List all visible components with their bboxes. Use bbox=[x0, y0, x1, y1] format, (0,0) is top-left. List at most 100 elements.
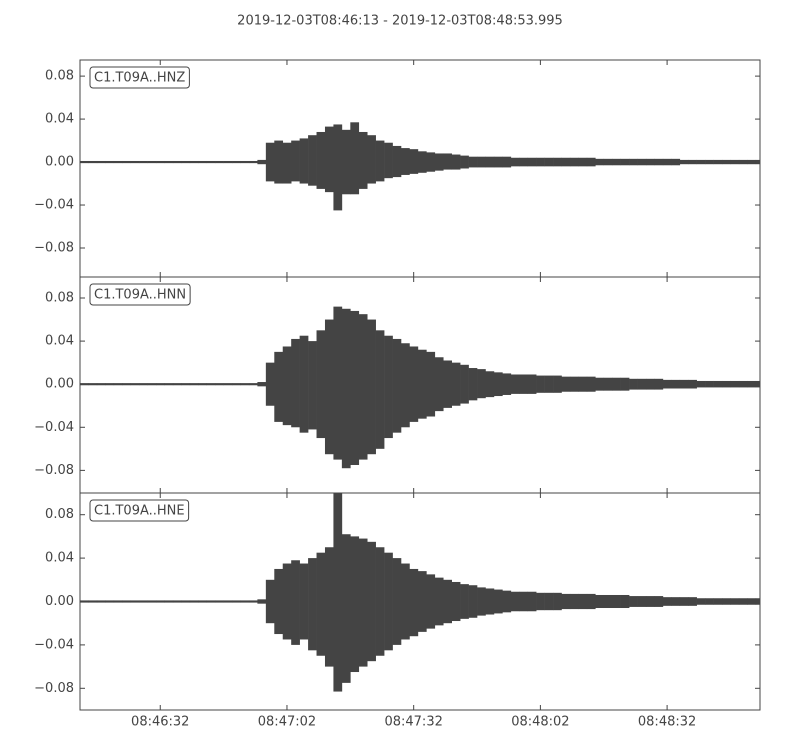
amplitude-envelope bbox=[637, 596, 647, 607]
amplitude-envelope bbox=[232, 383, 241, 386]
amplitude-envelope bbox=[96, 160, 106, 164]
amplitude-envelope bbox=[612, 594, 621, 609]
y-tick-label: 0.04 bbox=[45, 112, 74, 127]
amplitude-envelope bbox=[392, 338, 402, 433]
amplitude-envelope bbox=[544, 592, 554, 611]
amplitude-envelope bbox=[527, 157, 537, 167]
amplitude-envelope bbox=[485, 371, 495, 398]
amplitude-envelope bbox=[299, 563, 309, 640]
amplitude-envelope bbox=[536, 375, 545, 393]
amplitude-envelope bbox=[662, 158, 672, 166]
amplitude-envelope bbox=[451, 362, 461, 406]
amplitude-envelope bbox=[257, 599, 267, 604]
amplitude-envelope bbox=[654, 378, 664, 390]
amplitude-envelope bbox=[417, 151, 427, 173]
amplitude-envelope bbox=[274, 568, 284, 635]
amplitude-envelope bbox=[181, 383, 191, 386]
amplitude-envelope bbox=[392, 558, 402, 645]
amplitude-envelope bbox=[468, 368, 478, 401]
amplitude-envelope bbox=[603, 594, 613, 609]
amplitude-envelope bbox=[248, 383, 258, 386]
y-tick-label: 0.00 bbox=[45, 594, 74, 609]
amplitude-envelope bbox=[561, 593, 571, 610]
amplitude-envelope bbox=[358, 538, 368, 667]
amplitude-envelope bbox=[722, 159, 731, 165]
amplitude-envelope bbox=[88, 383, 98, 386]
amplitude-envelope bbox=[215, 160, 224, 164]
amplitude-envelope bbox=[189, 383, 199, 386]
amplitude-envelope bbox=[156, 600, 165, 603]
amplitude-envelope bbox=[384, 552, 393, 651]
amplitude-envelope bbox=[519, 157, 529, 167]
amplitude-envelope bbox=[468, 156, 478, 168]
y-tick-label: −0.04 bbox=[34, 420, 74, 435]
trace-label-box bbox=[89, 499, 190, 522]
panel-frame bbox=[79, 492, 761, 711]
amplitude-envelope bbox=[493, 372, 503, 397]
amplitude-envelope bbox=[147, 383, 157, 386]
amplitude-envelope bbox=[240, 600, 250, 603]
amplitude-envelope bbox=[645, 596, 655, 607]
amplitude-envelope bbox=[96, 383, 106, 386]
amplitude-envelope bbox=[569, 157, 579, 167]
amplitude-envelope bbox=[189, 600, 199, 603]
trace bbox=[80, 122, 760, 211]
amplitude-envelope bbox=[696, 159, 706, 165]
amplitude-envelope bbox=[130, 383, 140, 386]
amplitude-envelope bbox=[308, 558, 317, 651]
amplitude-envelope bbox=[164, 600, 174, 603]
amplitude-envelope bbox=[722, 598, 731, 605]
amplitude-envelope bbox=[662, 379, 672, 389]
amplitude-envelope bbox=[536, 157, 545, 167]
amplitude-envelope bbox=[156, 160, 165, 164]
amplitude-envelope bbox=[477, 156, 486, 168]
amplitude-envelope bbox=[671, 597, 681, 606]
amplitude-envelope bbox=[451, 581, 461, 622]
amplitude-envelope bbox=[223, 600, 233, 603]
amplitude-envelope bbox=[282, 346, 292, 426]
amplitude-envelope bbox=[502, 373, 512, 395]
amplitude-envelope bbox=[603, 158, 613, 166]
y-tick-label: 0.00 bbox=[45, 155, 74, 170]
amplitude-envelope bbox=[730, 598, 740, 605]
amplitude-envelope bbox=[578, 376, 588, 392]
amplitude-envelope bbox=[747, 380, 757, 388]
amplitude-envelope bbox=[299, 138, 309, 184]
amplitude-envelope bbox=[265, 362, 275, 406]
amplitude-envelope bbox=[308, 341, 317, 430]
amplitude-envelope bbox=[384, 335, 393, 439]
amplitude-envelope bbox=[324, 547, 334, 667]
amplitude-envelope bbox=[434, 577, 444, 626]
trace-label-box bbox=[89, 66, 190, 89]
amplitude-envelope bbox=[502, 156, 512, 168]
trace-label: C1.T09A..HNZ bbox=[94, 71, 185, 86]
amplitude-envelope bbox=[282, 142, 292, 184]
amplitude-envelope bbox=[713, 380, 723, 388]
amplitude-envelope bbox=[679, 379, 689, 389]
amplitude-envelope bbox=[696, 380, 706, 388]
amplitude-envelope bbox=[240, 383, 250, 386]
amplitude-envelope bbox=[164, 160, 174, 164]
y-tick-label: 0.04 bbox=[45, 334, 74, 349]
amplitude-envelope bbox=[375, 547, 385, 656]
amplitude-envelope bbox=[443, 153, 452, 170]
amplitude-envelope bbox=[240, 160, 250, 164]
amplitude-envelope bbox=[460, 364, 469, 404]
amplitude-envelope bbox=[679, 597, 689, 606]
y-tick-label: −0.08 bbox=[34, 240, 74, 255]
y-tick-label: −0.04 bbox=[34, 198, 74, 213]
amplitude-envelope bbox=[147, 600, 157, 603]
amplitude-envelope bbox=[198, 600, 208, 603]
trace bbox=[80, 306, 760, 469]
amplitude-envelope bbox=[637, 378, 647, 390]
amplitude-envelope bbox=[265, 142, 275, 182]
amplitude-envelope bbox=[324, 319, 334, 455]
amplitude-envelope bbox=[696, 598, 706, 605]
amplitude-envelope bbox=[215, 383, 224, 386]
amplitude-envelope bbox=[629, 378, 638, 390]
amplitude-envelope bbox=[662, 597, 672, 606]
amplitude-envelope bbox=[358, 131, 368, 189]
amplitude-envelope bbox=[113, 600, 123, 603]
amplitude-envelope bbox=[164, 383, 174, 386]
